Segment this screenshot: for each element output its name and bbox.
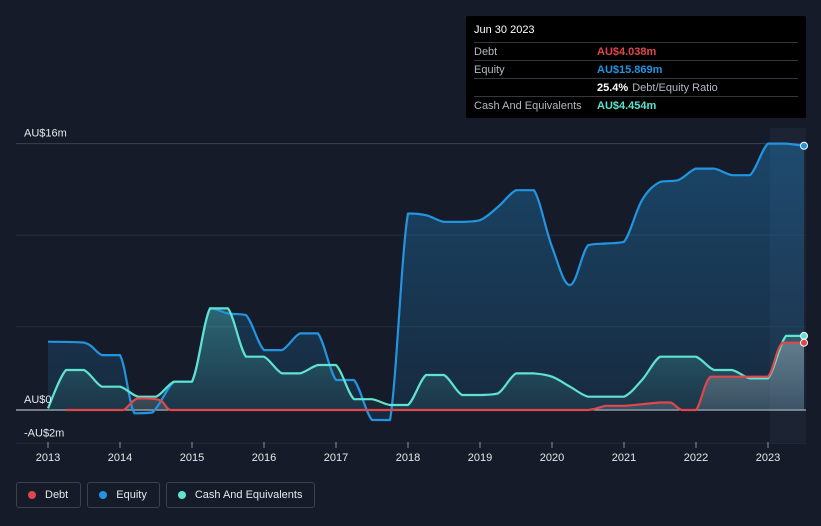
y-tick-label: -AU$2m <box>24 427 64 439</box>
legend-debt-label: Debt <box>45 489 69 501</box>
tooltip-debt-row: Debt AU$4.038m <box>474 43 798 61</box>
y-tick-label: AU$16m <box>24 128 67 140</box>
debt-line <box>66 341 804 412</box>
tooltip-debt-label: Debt <box>474 45 498 58</box>
tooltip-date: Jun 30 2023 <box>474 22 798 43</box>
x-tick-label: 2019 <box>468 452 492 464</box>
debt-dot-icon <box>28 491 36 499</box>
x-tick-label: 2020 <box>540 452 564 464</box>
x-tick-label: 2022 <box>684 452 708 464</box>
cash-dot-icon <box>177 491 186 499</box>
x-tick-label: 2016 <box>252 452 276 464</box>
y-axis-labels: AU$16m AU$0 -AU$2m <box>24 128 67 440</box>
legend-cash-label: Cash And Equivalents <box>194 489 303 501</box>
tooltip-ratio-value: 25.4% <box>597 81 629 94</box>
debt-area <box>66 342 804 410</box>
x-tick-label: 2023 <box>756 452 780 464</box>
cash-endpoint[interactable] <box>800 331 808 340</box>
x-tick-label: 2013 <box>36 452 60 464</box>
x-axis-ticks: 2013 2014 2015 2016 2017 2018 2019 2020 2021 2022… <box>36 442 780 464</box>
tooltip-ratio-row: 25.4% Debt/Equity Ratio <box>474 79 798 97</box>
tooltip: Jun 30 2023 Debt AU$4.038m Equity AU$15.… <box>466 16 806 118</box>
series-areas <box>48 143 804 420</box>
legend: Debt Equity Cash And Equivalents <box>16 482 316 508</box>
tooltip-debt-value: AU$4.038m <box>597 45 657 58</box>
x-tick-label: 2015 <box>180 452 204 464</box>
series-endpoints <box>800 141 808 347</box>
tooltip-cash-label: Cash And Equivalents <box>474 99 582 112</box>
x-tick-label: 2018 <box>396 452 420 464</box>
equity-dot-icon <box>99 491 108 499</box>
tooltip-equity-row: Equity AU$15.869m <box>474 61 798 79</box>
equity-endpoint[interactable] <box>800 141 808 150</box>
legend-item-debt[interactable]: Debt <box>16 482 82 508</box>
x-tick-label: 2017 <box>324 452 348 464</box>
tooltip-cash-row: Cash And Equivalents AU$4.454m <box>474 97 798 114</box>
tooltip-equity-label: Equity <box>474 63 505 76</box>
tooltip-equity-value: AU$15.869m <box>597 63 663 76</box>
legend-item-cash[interactable]: Cash And Equivalents <box>165 482 316 508</box>
debt-endpoint[interactable] <box>800 338 808 347</box>
legend-item-equity[interactable]: Equity <box>87 482 160 508</box>
y-tick-label: AU$0 <box>24 394 52 406</box>
series-lines <box>46 142 805 422</box>
x-tick-label: 2014 <box>108 452 132 464</box>
cash-line <box>46 307 804 409</box>
tooltip-ratio-label: Debt/Equity Ratio <box>632 81 718 94</box>
tooltip-cash-value: AU$4.454m <box>597 99 657 112</box>
x-tick-label: 2021 <box>612 452 636 464</box>
legend-equity-label: Equity <box>116 489 147 501</box>
